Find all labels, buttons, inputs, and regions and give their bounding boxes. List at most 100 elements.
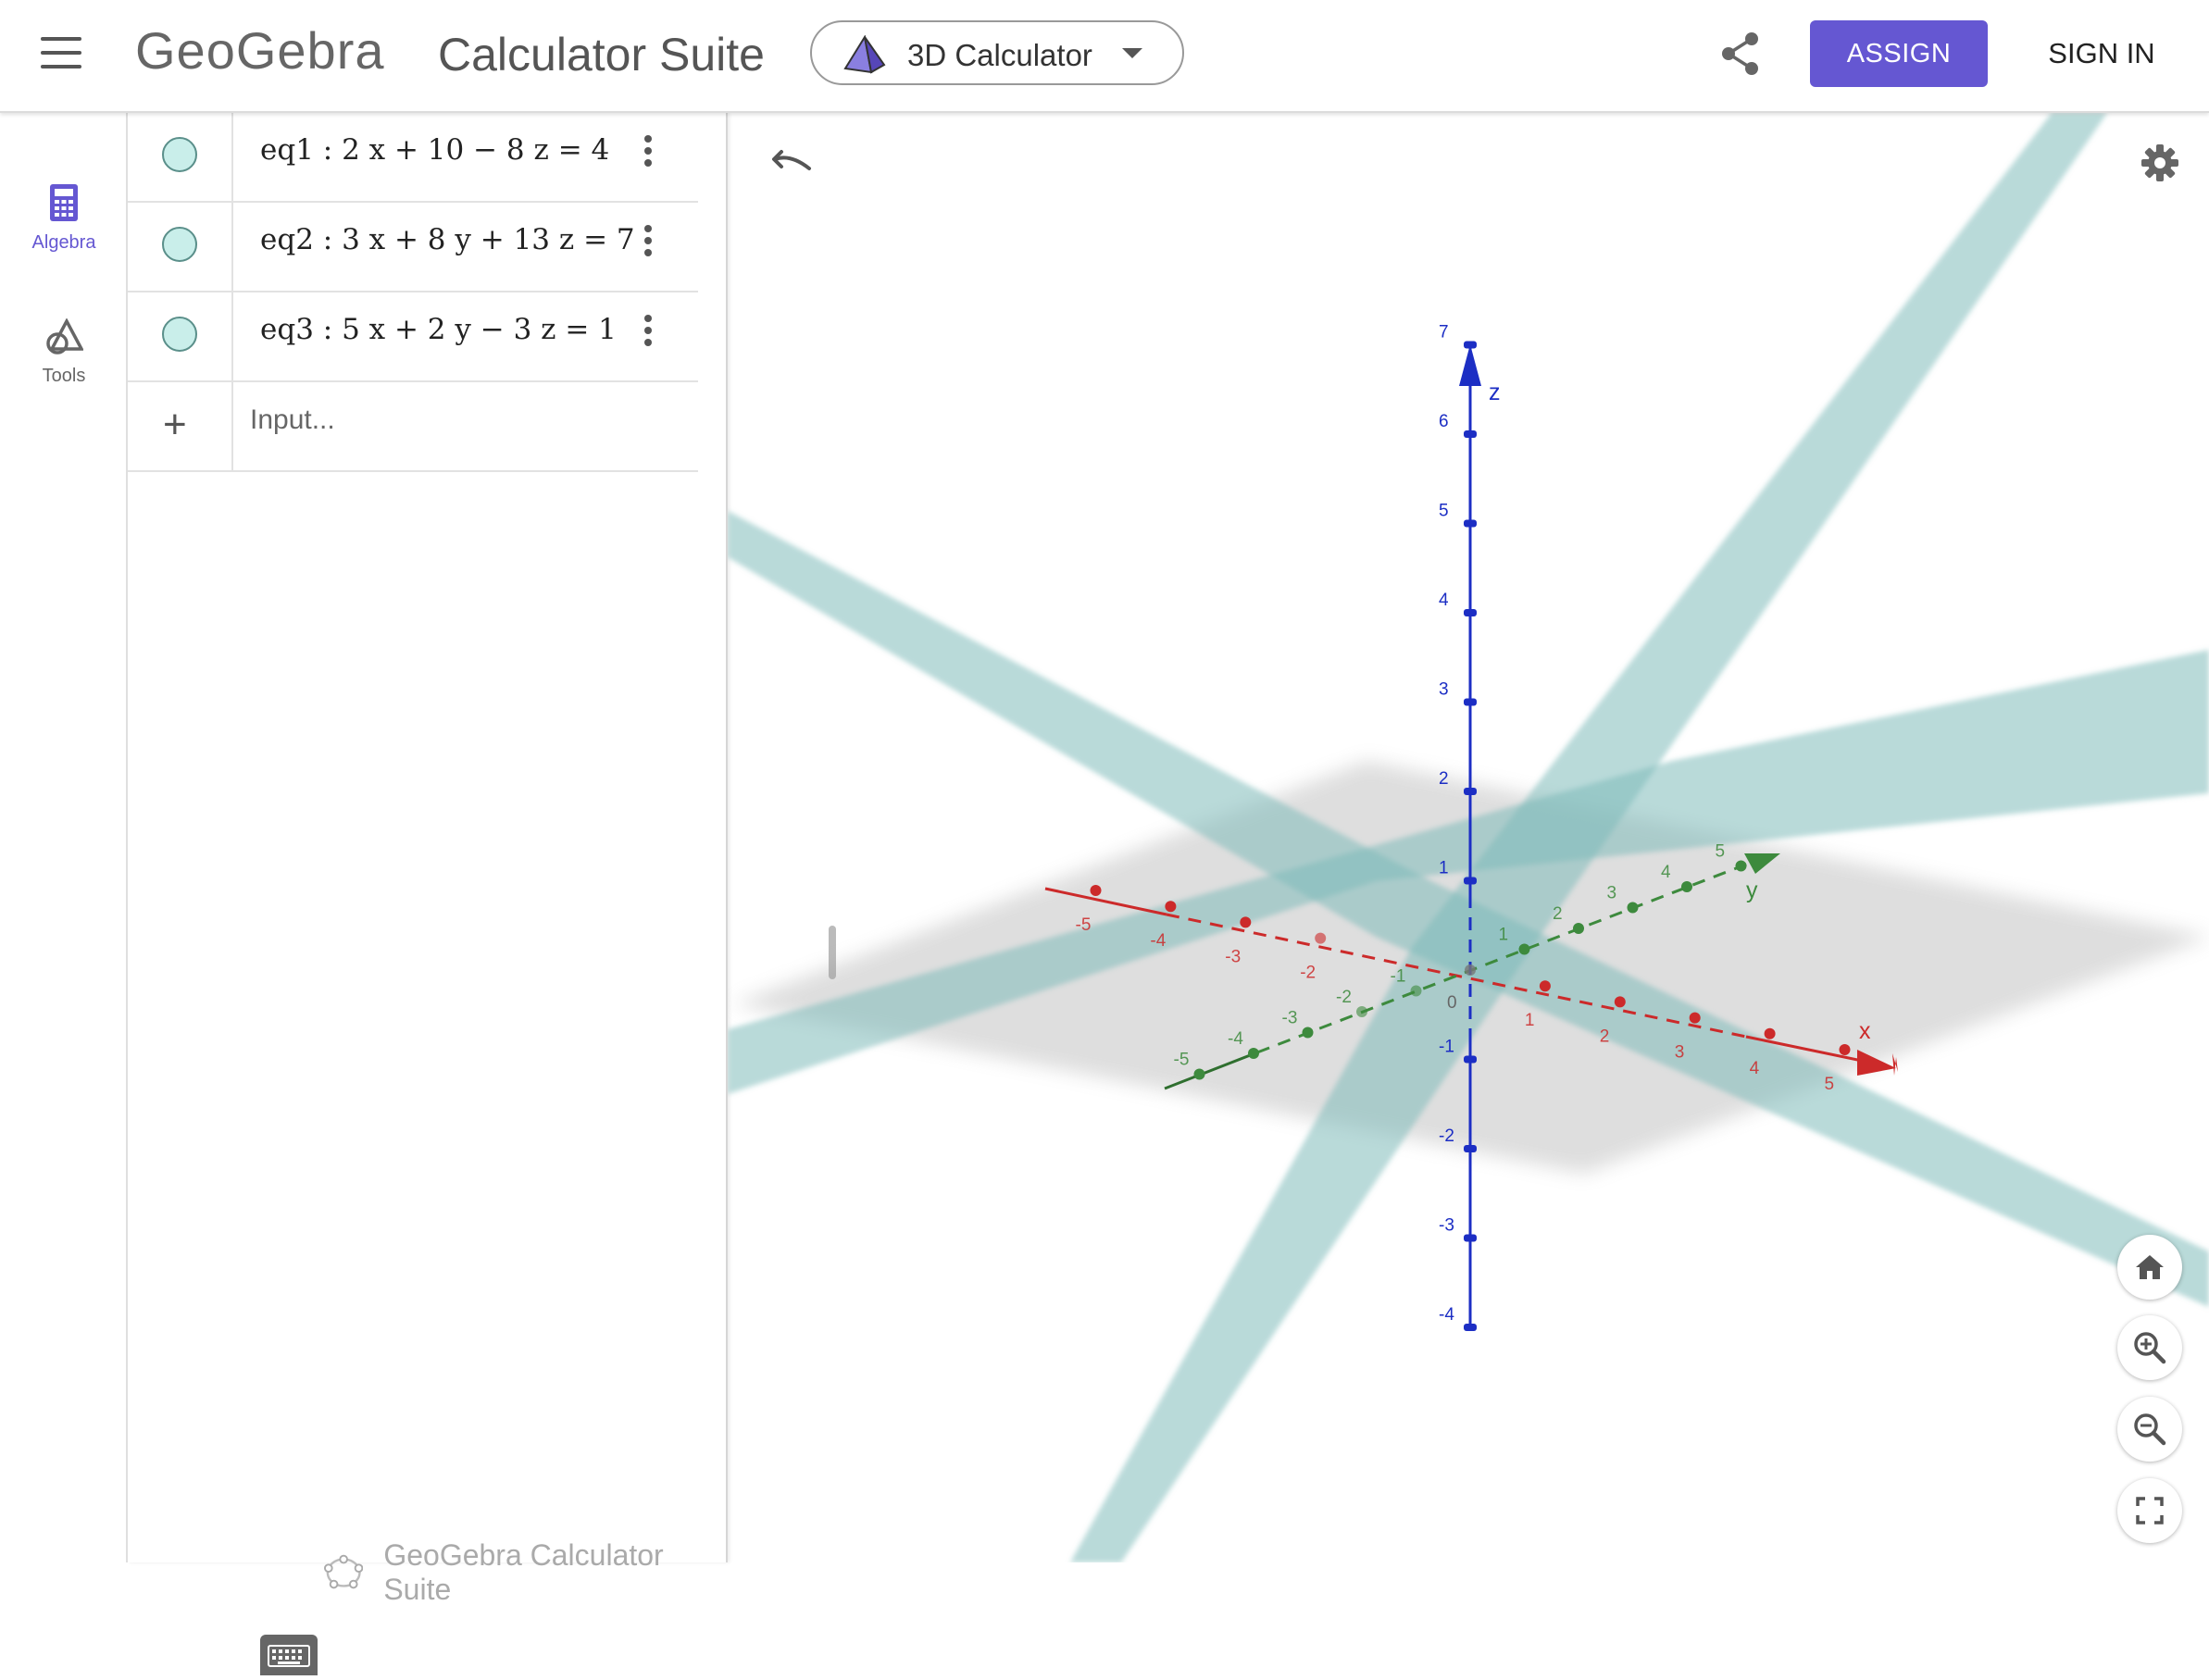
x-tick-label: 5 bbox=[1825, 1075, 1835, 1094]
y-tick-label: 5 bbox=[1716, 842, 1726, 862]
plane-eq2 bbox=[728, 650, 2209, 1094]
origin-label: 0 bbox=[1447, 993, 1457, 1013]
x-tick-label: 1 bbox=[1525, 1011, 1535, 1030]
zoom-out-button[interactable] bbox=[2117, 1397, 2182, 1462]
axis-ticks: 7 6 5 4 3 2 1 -1 -2 -3 -4 -5 -4 -3 -2 1 2 3 4 5 -5 -4 -3 -2 -1 1 2… bbox=[1076, 323, 1851, 1331]
y-tick-label: 2 bbox=[1553, 904, 1563, 924]
home-icon bbox=[2136, 1255, 2164, 1279]
assign-button[interactable]: ASSIGN bbox=[1810, 20, 1988, 87]
visibility-toggle-eq3[interactable] bbox=[162, 317, 197, 352]
y-tick-mark bbox=[1356, 1006, 1367, 1017]
shapes-icon bbox=[46, 317, 84, 355]
keyboard-icon[interactable] bbox=[260, 1635, 318, 1675]
chevron-down-icon bbox=[1122, 48, 1142, 58]
y-tick-mark bbox=[1193, 1068, 1205, 1080]
z-tick-label: 4 bbox=[1439, 591, 1449, 610]
visibility-cell bbox=[128, 113, 233, 201]
zoom-in-icon bbox=[2134, 1332, 2166, 1364]
z-tick-label: -4 bbox=[1439, 1305, 1454, 1325]
formula-eq2[interactable]: eq2 : 3 x + 8 y + 13 z = 7 bbox=[260, 223, 635, 256]
fullscreen-icon bbox=[2136, 1497, 2164, 1524]
x-tick-mark bbox=[1764, 1027, 1776, 1039]
x-axis-positive bbox=[1745, 1035, 1867, 1064]
y-tick-mark bbox=[1248, 1048, 1259, 1059]
z-tick-mark bbox=[1464, 341, 1477, 349]
y-tick-mark bbox=[1681, 881, 1692, 892]
z-tick-mark bbox=[1464, 1324, 1477, 1331]
brand-text: GeoGebra bbox=[135, 21, 385, 80]
x-tick-mark bbox=[1839, 1044, 1851, 1055]
hamburger-menu-icon[interactable] bbox=[41, 37, 81, 68]
z-tick-mark bbox=[1464, 1234, 1477, 1242]
y-tick-label: 4 bbox=[1661, 863, 1671, 882]
gear-icon[interactable] bbox=[2140, 143, 2180, 183]
nav-label-algebra: Algebra bbox=[31, 232, 96, 253]
geogebra-logo: GeoGebra bbox=[135, 20, 385, 81]
z-tick-mark bbox=[1464, 1145, 1477, 1152]
side-navigation: Algebra Tools bbox=[0, 113, 128, 1562]
share-icon[interactable] bbox=[1720, 31, 1761, 76]
visibility-toggle-eq2[interactable] bbox=[162, 227, 197, 262]
z-tick-label: 1 bbox=[1439, 859, 1449, 878]
footer-branding: GeoGebra Calculator Suite bbox=[324, 1538, 726, 1607]
algebra-input-field[interactable]: Input... bbox=[250, 404, 335, 435]
footer-brand-text: GeoGebra Calculator Suite bbox=[383, 1538, 664, 1606]
graphics-3d-view[interactable]: 7 6 5 4 3 2 1 -1 -2 -3 -4 -5 -4 -3 -2 1 2 3 4 5 -5 -4 -3 -2 -1 1 2… bbox=[728, 113, 2209, 1562]
panel-resize-handle[interactable] bbox=[829, 926, 836, 979]
app-selector-dropdown[interactable]: 3D Calculator bbox=[810, 20, 1184, 85]
visibility-toggle-eq1[interactable] bbox=[162, 137, 197, 172]
y-tick-label: -5 bbox=[1174, 1051, 1190, 1070]
3d-scene[interactable]: 7 6 5 4 3 2 1 -1 -2 -3 -4 -5 -4 -3 -2 1 2 3 4 5 -5 -4 -3 -2 -1 1 2… bbox=[728, 113, 2209, 1562]
x-tick-label: -4 bbox=[1150, 931, 1166, 951]
nav-label-tools: Tools bbox=[42, 366, 86, 386]
y-axis-negative bbox=[1164, 1051, 1258, 1090]
home-button[interactable] bbox=[2117, 1235, 2182, 1300]
y-tick-label: -1 bbox=[1391, 967, 1406, 987]
y-tick-mark bbox=[1573, 923, 1584, 934]
z-tick-label: 3 bbox=[1439, 680, 1449, 700]
pyramid-icon bbox=[843, 35, 886, 74]
z-tick-label: 2 bbox=[1439, 769, 1449, 789]
algebra-row-eq3[interactable]: eq3 : 5 x + 2 y − 3 z = 1 bbox=[128, 292, 698, 382]
x-axis-arrowhead bbox=[1857, 1050, 1896, 1076]
more-options-icon[interactable] bbox=[644, 225, 655, 261]
x-tick-label: -2 bbox=[1300, 964, 1316, 983]
app-selector-label: 3D Calculator bbox=[907, 38, 1092, 72]
z-tick-label: -2 bbox=[1439, 1126, 1454, 1146]
sign-in-button[interactable]: SIGN IN bbox=[2048, 37, 2155, 69]
z-axis-label: z bbox=[1489, 380, 1501, 405]
x-tick-mark bbox=[1165, 901, 1177, 913]
z-tick-mark bbox=[1464, 519, 1477, 528]
z-axis-arrowhead bbox=[1459, 344, 1481, 386]
y-tick-mark bbox=[1302, 1027, 1314, 1039]
nav-item-algebra[interactable]: Algebra bbox=[0, 183, 128, 254]
y-tick-label: -2 bbox=[1336, 988, 1352, 1007]
nav-item-tools[interactable]: Tools bbox=[0, 317, 128, 387]
z-tick-mark bbox=[1464, 1055, 1477, 1064]
x-axis-arrow bbox=[1892, 1053, 1898, 1076]
algebra-input-row[interactable]: + Input... bbox=[128, 382, 698, 472]
x-axis-label: x bbox=[1859, 1018, 1871, 1044]
x-tick-mark bbox=[1240, 916, 1252, 928]
algebra-row-eq1[interactable]: eq1 : 2 x + 10 − 8 z = 4 bbox=[128, 113, 698, 203]
z-tick-label: 7 bbox=[1439, 323, 1449, 342]
undo-icon[interactable] bbox=[772, 144, 813, 176]
y-tick-label: 1 bbox=[1499, 926, 1509, 945]
y-axis-arrowhead bbox=[1744, 853, 1780, 874]
origin-point bbox=[1465, 964, 1476, 976]
algebra-row-eq2[interactable]: eq2 : 3 x + 8 y + 13 z = 7 bbox=[128, 203, 698, 292]
x-axis-dashed bbox=[1166, 913, 1747, 1039]
z-tick-mark bbox=[1464, 877, 1477, 885]
zoom-in-button[interactable] bbox=[2117, 1315, 2182, 1380]
z-tick-label: 6 bbox=[1439, 412, 1449, 431]
geogebra-logo-icon bbox=[324, 1554, 364, 1589]
fullscreen-button[interactable] bbox=[2117, 1478, 2182, 1543]
x-tick-mark bbox=[1539, 980, 1551, 992]
calculator-icon bbox=[50, 184, 78, 221]
top-bar: GeoGebra Calculator Suite 3D Calculator … bbox=[0, 0, 2209, 113]
formula-eq1[interactable]: eq1 : 2 x + 10 − 8 z = 4 bbox=[260, 133, 610, 167]
formula-eq3[interactable]: eq3 : 5 x + 2 y − 3 z = 1 bbox=[260, 313, 617, 346]
more-options-icon[interactable] bbox=[644, 135, 655, 171]
more-options-icon[interactable] bbox=[644, 315, 655, 351]
plus-icon[interactable]: + bbox=[163, 402, 187, 447]
